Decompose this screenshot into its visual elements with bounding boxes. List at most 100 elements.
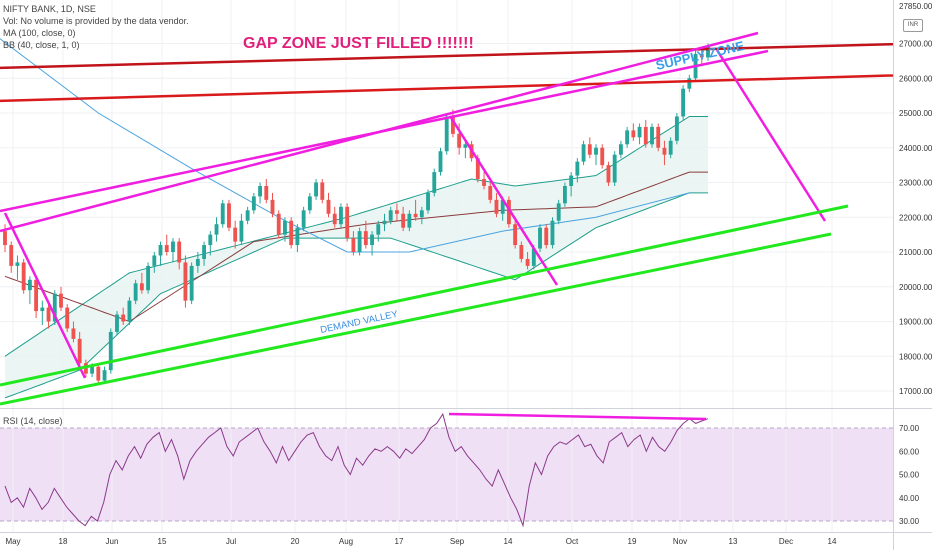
candle-body [283,220,287,235]
candle-body [506,199,511,225]
candle [395,203,399,221]
candle [413,199,418,221]
candle-body [233,227,238,242]
price-tick-label: 17000.00 [899,387,932,396]
candle [152,252,157,273]
candle-body [139,283,144,291]
candle [183,255,188,308]
candle [83,359,88,378]
candle [332,206,337,228]
candle [556,199,561,225]
price-tick-label: 24000.00 [899,144,932,153]
candle-body [351,238,356,252]
candle [351,231,356,256]
candle-body [363,231,368,246]
candle [133,279,138,305]
candle-body [631,130,636,138]
price-tick-label: 18000.00 [899,352,932,361]
candle [662,140,667,166]
bb-legend[interactable]: BB (40, close, 1, 0) [3,40,80,50]
rsi-tick-label: 40.00 [899,494,920,503]
candle-body [9,245,14,266]
candle-body [519,245,524,259]
candle-body [214,224,219,235]
candle-body [127,300,132,322]
candle [407,210,412,232]
candle [276,210,281,239]
swing-line-may [3,212,87,379]
candle-body [413,213,418,218]
candle-body [245,210,250,221]
candle-body [370,234,374,246]
candle [550,217,555,249]
candle [65,304,70,332]
candle-body [3,231,7,246]
candle [506,196,511,228]
candle-body [164,245,169,252]
candle-body [295,227,300,246]
symbol-title: NIFTY BANK, 1D, NSE [3,4,96,14]
candle [618,140,623,159]
bb-upper-band [4,116,708,357]
candle [594,144,598,166]
bb-lower-band [4,192,708,399]
candle [121,307,126,325]
candle-body [625,130,630,145]
candle-body [270,199,275,214]
candle [177,238,182,270]
candle [295,224,300,252]
price-tick-label: 26000.00 [899,74,932,83]
candle-body [77,338,82,364]
candle-body [227,203,231,228]
candle [519,241,524,263]
rsi-line [4,412,709,528]
candle-body [301,210,306,228]
candle-body [488,185,493,200]
candle [631,123,636,141]
candle-body [40,307,45,312]
candle [488,182,493,204]
candle-body [289,220,294,246]
candle-body [426,192,430,211]
rsi-tick-label: 30.00 [899,517,920,526]
candle [208,231,213,256]
candle [388,206,393,225]
candle-body [687,78,692,89]
price-tick-label: 23000.00 [899,179,932,188]
candle [326,192,331,218]
candle [314,179,318,200]
gap-zone-upper-line [0,42,894,70]
rsi-divergence-line [448,412,707,421]
swing-line-sep [448,115,559,286]
candle [164,234,169,256]
price-tick-label: 27000.00 [899,40,932,49]
candle [562,182,567,207]
candle [650,123,654,148]
projection-line-nov [715,49,827,222]
candle [401,206,406,232]
candle-body [108,331,113,371]
candle-body [656,126,661,148]
candle-body [314,182,318,197]
currency-badge[interactable]: INR [903,19,923,32]
price-tick-label-top: 27850.00 [899,2,932,11]
candle [189,262,194,305]
price-tick-label: 22000.00 [899,213,932,222]
ma-legend[interactable]: MA (100, close, 0) [3,28,76,38]
candle [233,220,238,249]
candle [444,113,449,155]
candle-body [513,224,518,246]
rsi-legend[interactable]: RSI (14, close) [3,416,63,426]
rsi-band-fill [0,428,893,521]
candle [451,109,455,138]
time-tick-label: Jul [226,537,236,546]
candle-body [220,203,225,225]
rsi-tick-label: 50.00 [899,471,920,480]
candle-body [71,328,76,339]
time-tick-label: Jun [106,537,119,546]
candle [146,262,151,294]
candle-body [419,210,424,218]
candle-body [401,213,406,228]
candle-body [46,307,51,322]
